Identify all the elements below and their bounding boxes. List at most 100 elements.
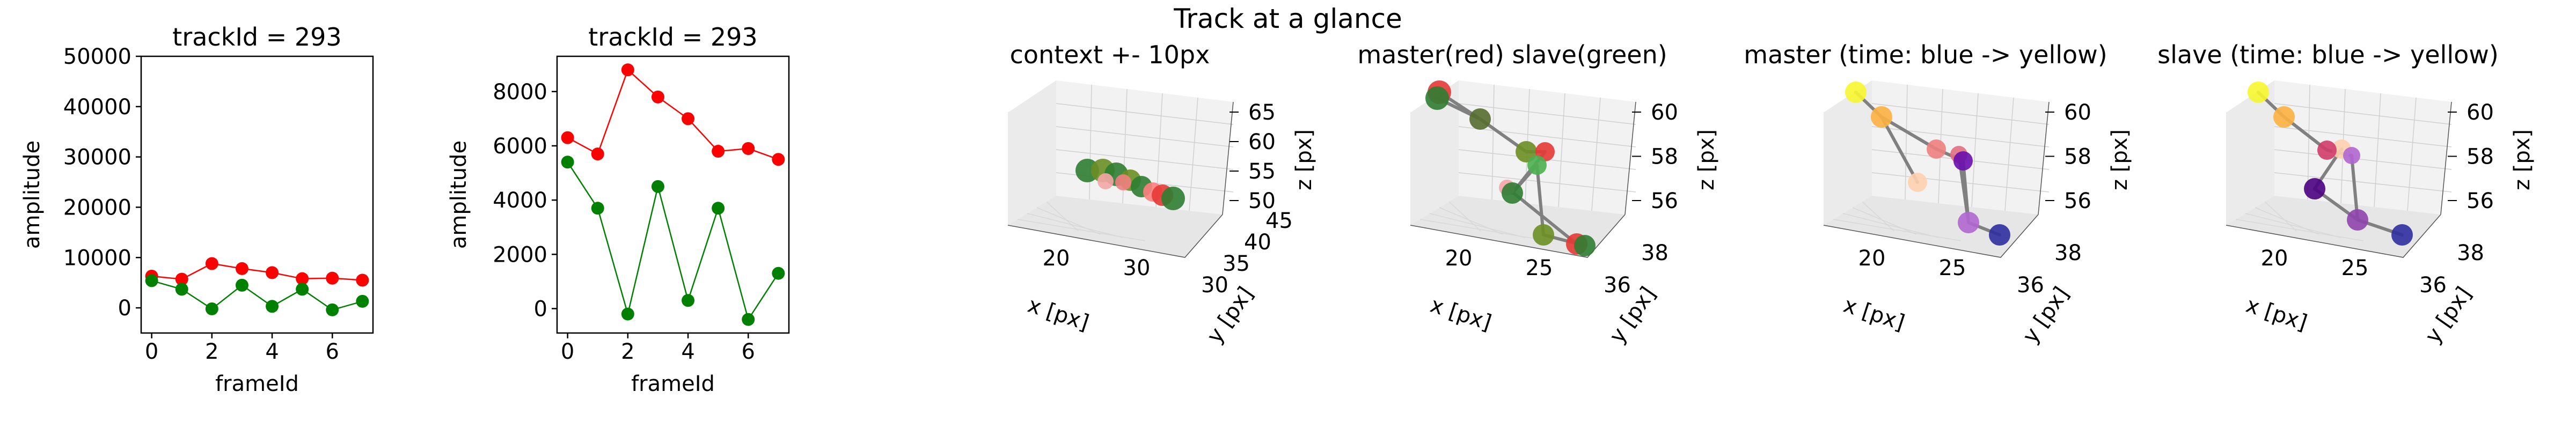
y-tick-label: 35 — [1223, 252, 1250, 276]
data-point — [1527, 156, 1547, 175]
data-point — [591, 202, 604, 215]
chart-title: slave (time: blue -> yellow) — [2157, 40, 2499, 69]
grid-line — [1458, 126, 1636, 147]
x-axis-label: frameId — [631, 372, 715, 396]
axis-edge — [1222, 101, 1234, 215]
y-axis-label: amplitude — [447, 140, 471, 249]
chart-title: master (time: blue -> yellow) — [1744, 40, 2107, 69]
z-tick-label: 58 — [2064, 145, 2091, 169]
x-axis-label: frameId — [215, 372, 299, 396]
grid-line — [1056, 149, 1234, 170]
data-point — [175, 283, 188, 296]
grid-line — [1842, 213, 1939, 238]
grid-line — [1862, 201, 1894, 232]
data-point — [712, 145, 725, 158]
data-point — [235, 278, 248, 292]
data-point — [742, 142, 755, 155]
z-tick-label: 58 — [2467, 145, 2494, 169]
grid-line — [1833, 219, 1961, 241]
grid-line — [1189, 97, 1198, 211]
axis-edge — [2440, 101, 2452, 215]
data-point — [296, 283, 309, 296]
x-tick-label: 0 — [561, 339, 574, 364]
z-axis-label: z [px] — [1694, 129, 1719, 190]
grid-line — [2235, 219, 2363, 241]
grid-line — [1491, 84, 1495, 200]
data-point — [1425, 86, 1449, 110]
data-point — [1927, 139, 1946, 159]
z-tick-label: 60 — [2064, 100, 2091, 125]
side-pane — [2226, 80, 2274, 225]
y-tick-label: 20000 — [63, 195, 131, 220]
x-tick-label: 20 — [2261, 246, 2288, 271]
z-axis-label: z [px] — [2107, 129, 2132, 190]
data-point — [2343, 147, 2360, 164]
floor-pane — [1824, 196, 2038, 257]
y-tick-label: 8000 — [493, 80, 547, 105]
data-point — [561, 131, 574, 144]
floor-pane — [2226, 196, 2441, 257]
grid-line — [1448, 201, 1481, 232]
data-point — [1516, 141, 1537, 162]
x-tick-label: 6 — [326, 339, 339, 364]
grid-line — [2004, 97, 2014, 211]
grid-line — [1056, 103, 1234, 125]
grid-line — [1017, 219, 1145, 241]
x-tick-label: 4 — [681, 339, 694, 364]
z-tick-label: 50 — [1248, 189, 1276, 213]
z-tick-label: 60 — [1651, 100, 1678, 125]
y-tick-label: 38 — [2054, 241, 2082, 265]
x-tick-label: 4 — [265, 339, 279, 364]
grid-line — [1027, 213, 1123, 238]
y-tick-label: 0 — [534, 297, 547, 321]
grid-line — [1429, 213, 1526, 238]
data-point — [2248, 82, 2269, 103]
chart-title: trackId = 293 — [172, 23, 341, 51]
data-point — [235, 262, 248, 275]
data-point — [1533, 224, 1554, 246]
x-axis-label: x [px] — [1427, 293, 1494, 336]
z-tick-label: 60 — [2467, 100, 2494, 125]
data-point — [1953, 151, 1973, 171]
z-axis-label: z [px] — [1292, 129, 1316, 190]
data-point — [621, 307, 634, 321]
z-tick-label: 55 — [1248, 159, 1276, 184]
data-point — [1989, 224, 2010, 246]
y-tick-label: 36 — [2419, 273, 2447, 298]
grid-line — [1056, 126, 1234, 147]
data-point — [591, 147, 604, 161]
grid-line — [2245, 213, 2341, 238]
data-point — [1574, 235, 1596, 256]
data-point — [356, 294, 369, 308]
side-pane — [1410, 80, 1459, 225]
slave-time-3d-plot: slave (time: blue -> yellow) 56 58 60 z [px]… — [2157, 40, 2535, 348]
floor-pane — [1008, 196, 1223, 257]
master-slave-3d-plot: master(red) slave(green) 56 58 60 z [px] 20 25… — [1357, 40, 1719, 348]
data-point — [205, 302, 218, 315]
grid-line — [1036, 207, 1101, 235]
track-link — [2350, 154, 2359, 221]
x-tick-label: 25 — [1939, 256, 1966, 280]
data-point — [266, 300, 279, 313]
y-tick-label: 30 — [1201, 273, 1228, 298]
data-point — [2317, 140, 2337, 160]
x-tick-label: 25 — [2341, 256, 2369, 280]
grid-line — [1591, 97, 1601, 211]
data-point — [1097, 173, 1114, 189]
side-pane — [1008, 80, 1056, 225]
y-tick-label: 38 — [1641, 241, 1668, 265]
x-tick-label: 0 — [145, 339, 158, 364]
grid-line — [1871, 172, 2050, 193]
data-point — [2391, 224, 2413, 246]
grid-line — [2264, 201, 2297, 232]
axis-edge — [2038, 101, 2050, 215]
x-axis-label: x [px] — [1024, 293, 1092, 336]
data-point — [1502, 182, 1523, 204]
data-point — [2347, 209, 2368, 231]
data-point — [1845, 82, 1867, 103]
data-point — [651, 180, 664, 193]
data-point — [772, 153, 785, 166]
data-point — [712, 202, 725, 215]
y-tick-label: 38 — [2457, 241, 2484, 265]
y-tick-label: 40000 — [63, 95, 131, 120]
